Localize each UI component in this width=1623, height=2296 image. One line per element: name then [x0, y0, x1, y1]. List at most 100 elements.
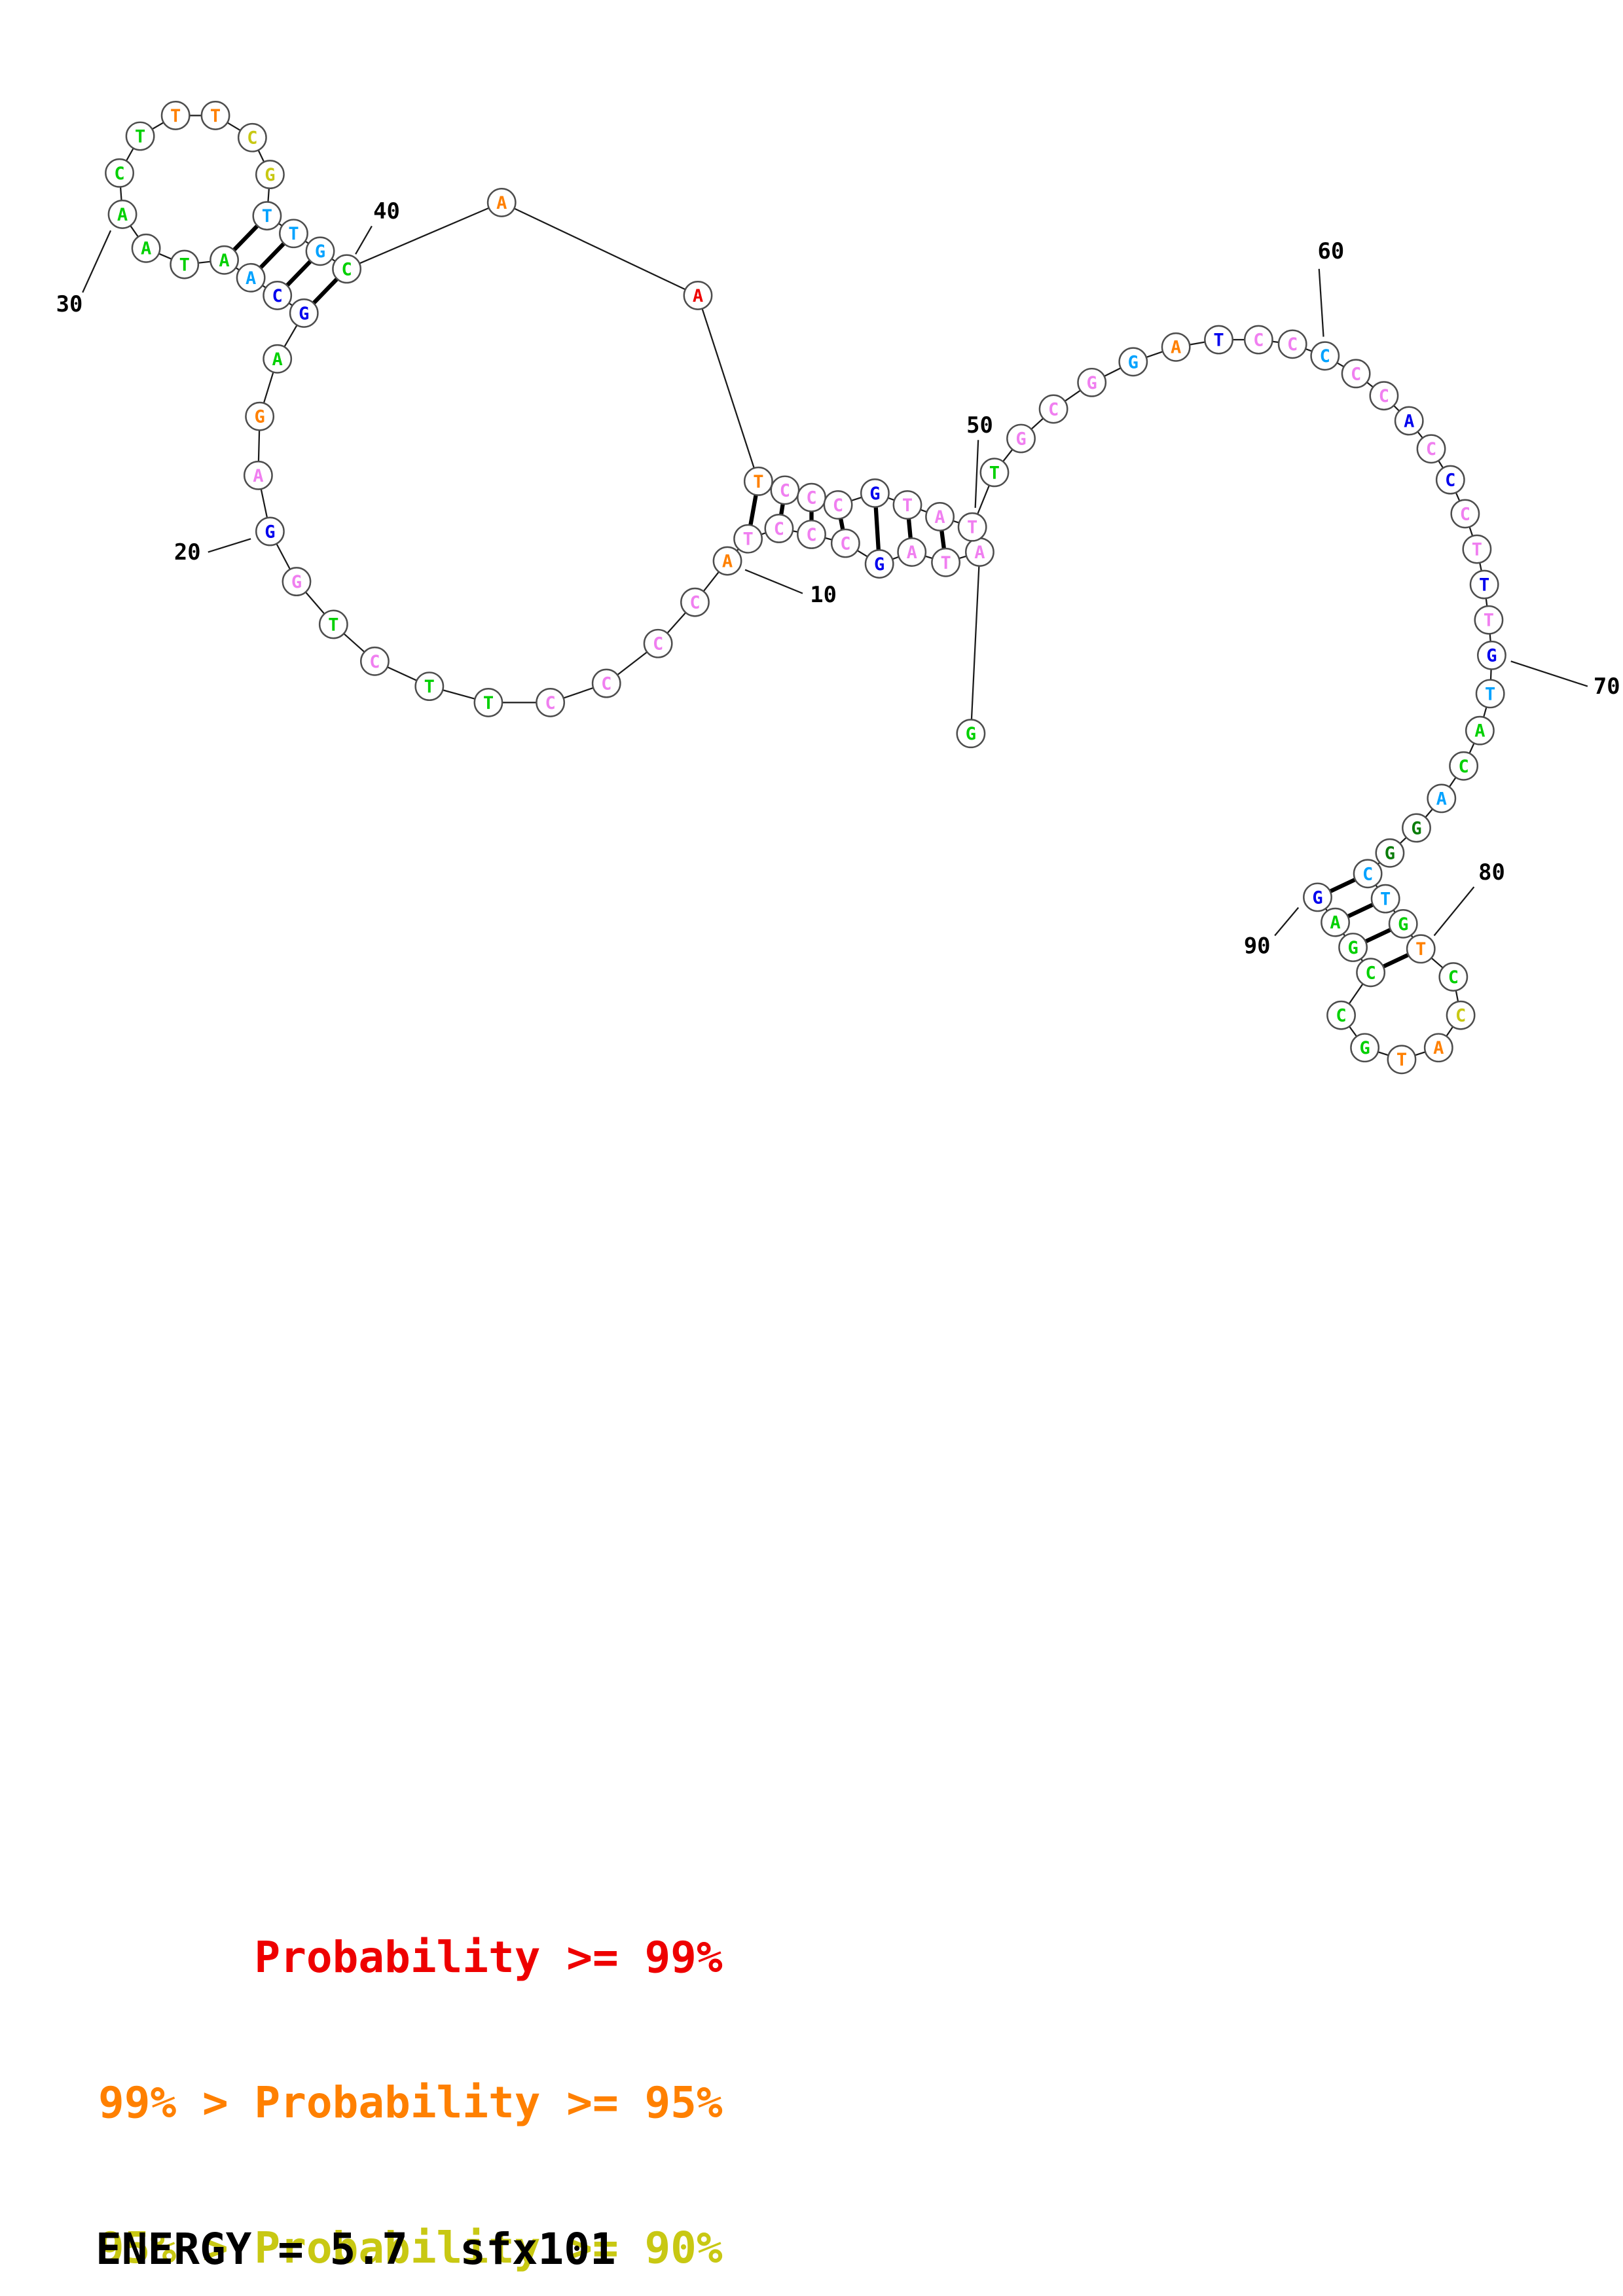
- nucleotide-circle: [680, 587, 710, 617]
- nucleotide-3: T: [931, 547, 961, 577]
- nucleotide-circle: [1450, 499, 1480, 529]
- nucleotide-circle: [956, 719, 986, 749]
- nucleotide-letter: C: [1458, 757, 1468, 777]
- nucleotide-circle: [170, 249, 200, 279]
- nucleotide-letter: A: [253, 466, 263, 486]
- nucleotide-circle: [925, 502, 955, 531]
- nucleotide-circle: [1077, 367, 1107, 397]
- nucleotide-letter: A: [219, 251, 229, 271]
- nucleotide-48: T: [892, 490, 922, 520]
- nucleotide-circle: [979, 457, 1010, 488]
- backbone-segment-42: [697, 295, 759, 482]
- nucleotide-letter: C: [1426, 439, 1436, 459]
- nucleotide-circle: [125, 121, 155, 151]
- nucleotide-circle: [243, 460, 273, 490]
- nucleotide-circle: [263, 344, 293, 374]
- nucleotide-letter: G: [291, 572, 302, 592]
- nucleotide-50: T: [957, 512, 987, 542]
- nucleotide-letter: C: [369, 652, 380, 672]
- backbone-segment-41: [501, 202, 699, 296]
- nucleotide-letter: C: [1445, 471, 1455, 491]
- nucleotide-circle: [245, 401, 275, 431]
- nucleotide-87: C: [1356, 958, 1386, 988]
- nucleotide-4: A: [897, 537, 927, 567]
- nucleotide-circle: [823, 490, 853, 520]
- nucleotide-71: T: [1475, 679, 1505, 709]
- nucleotide-circle: [797, 520, 826, 549]
- position-label-80: 80: [1433, 859, 1505, 937]
- nucleotide-39: G: [305, 236, 335, 266]
- nucleotide-letter: T: [288, 224, 299, 244]
- nucleotide-letter: G: [1087, 373, 1097, 393]
- nucleotide-letter: T: [902, 495, 913, 516]
- nucleotide-33: T: [160, 101, 191, 130]
- nucleotide-circle: [1388, 909, 1418, 939]
- nucleotide-17: C: [359, 646, 390, 676]
- nucleotide-circle: [712, 546, 742, 576]
- nucleotide-circle: [1406, 934, 1436, 964]
- nucleotide-66: C: [1450, 499, 1480, 529]
- nucleotide-69: T: [1474, 605, 1504, 635]
- nucleotide-letter: C: [774, 519, 784, 539]
- nucleotide-letter: T: [1396, 1050, 1407, 1070]
- nucleotide-circle: [210, 245, 239, 275]
- nucleotide-circle: [1353, 859, 1383, 889]
- nucleotide-circle: [1277, 329, 1307, 359]
- nucleotide-32: T: [125, 121, 155, 151]
- position-label-text: 70: [1594, 673, 1620, 699]
- nucleotide-circle: [1474, 605, 1504, 635]
- nucleotide-letter: C: [806, 488, 816, 509]
- nucleotide-circle: [1038, 394, 1068, 424]
- nucleotide-circle: [1310, 341, 1340, 371]
- nucleotide-letter: A: [1404, 411, 1414, 431]
- nucleotide-letter: C: [114, 164, 124, 184]
- nucleotide-letter: T: [179, 255, 190, 276]
- nucleotide-59: C: [1277, 329, 1307, 359]
- nucleotide-31: C: [105, 158, 134, 188]
- nucleotide-letter: C: [272, 286, 283, 306]
- position-labels: 10 20 30 40 50 60 70 80 90: [56, 198, 1620, 958]
- nucleotide-letter: G: [299, 304, 309, 324]
- position-label-line: [744, 569, 803, 594]
- nucleotide-77: C: [1353, 859, 1383, 889]
- nucleotide-letter: C: [780, 480, 790, 501]
- nucleotide-circle: [1204, 325, 1233, 355]
- nucleotide-letter: C: [1253, 330, 1264, 350]
- nucleotide-circle: [131, 233, 161, 263]
- nucleotide-38: T: [279, 219, 308, 249]
- nucleotide-letter: A: [934, 507, 945, 528]
- position-label-60: 60: [1317, 238, 1344, 337]
- nucleotide-circle: [1423, 1033, 1453, 1063]
- nucleotide-22: G: [245, 401, 275, 431]
- nucleotide-circle: [160, 101, 191, 130]
- nucleotide-letter: T: [742, 529, 753, 550]
- nucleotide-circle: [1326, 1000, 1356, 1030]
- nucleotide-letter: T: [1415, 939, 1426, 960]
- nucleotide-letter: G: [869, 484, 880, 504]
- nucleotide-46: C: [823, 490, 853, 520]
- nucleotide-circle: [359, 646, 390, 676]
- nucleotide-circle: [764, 514, 794, 543]
- nucleotide-circle: [1369, 381, 1399, 411]
- nucleotide-circle: [1338, 933, 1368, 962]
- nucleotide-circle: [255, 516, 285, 547]
- nucleotide-68: T: [1469, 569, 1499, 600]
- nucleotide-circle: [1370, 884, 1400, 914]
- nucleotide-14: C: [536, 687, 566, 717]
- nucleotide-letter: T: [1472, 539, 1482, 560]
- position-label-30: 30: [56, 230, 112, 317]
- nucleotide-circle: [1427, 783, 1457, 814]
- nucleotide-circle: [473, 687, 503, 717]
- position-label-20: 20: [174, 538, 251, 565]
- position-label-line: [1433, 886, 1475, 937]
- position-label-text: 40: [373, 198, 400, 224]
- position-label-text: 30: [56, 291, 83, 317]
- nucleotide-89: A: [1321, 907, 1350, 937]
- legend-row-2: 99% > Probability >= 95%: [98, 2077, 723, 2128]
- nucleotide-letter: T: [989, 463, 1000, 483]
- nucleotide-letter: G: [254, 407, 264, 427]
- position-label-line: [208, 538, 251, 553]
- backbone-segment-40: [346, 202, 502, 270]
- nucleotide-letter: G: [1486, 646, 1497, 666]
